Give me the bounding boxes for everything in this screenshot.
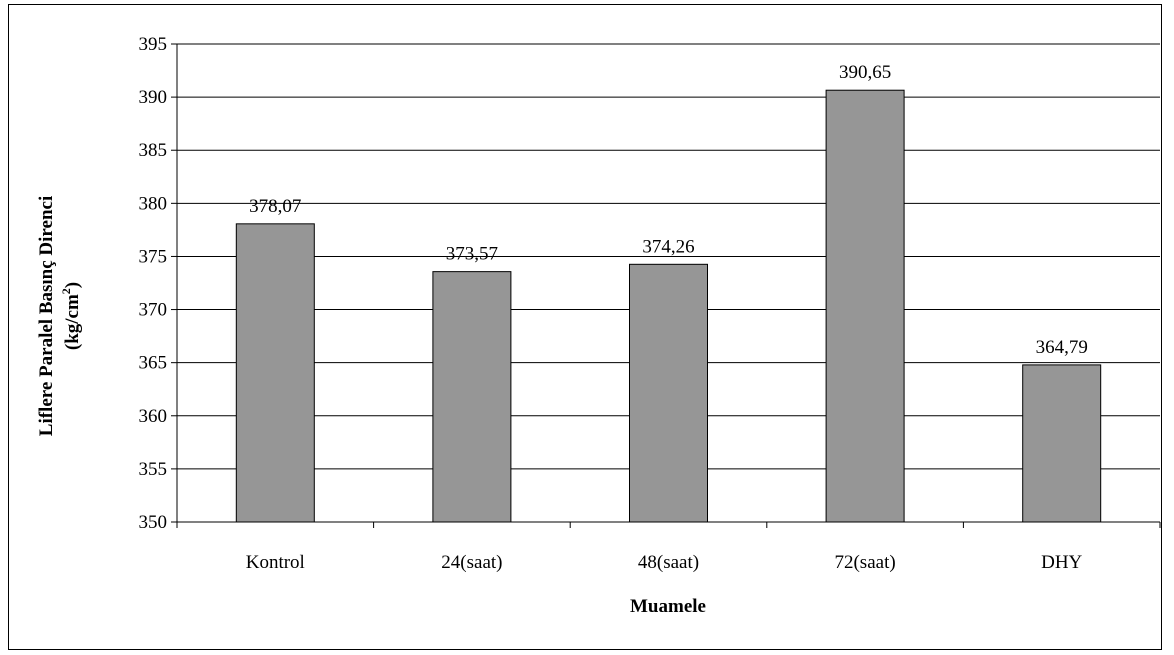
y-tick-label: 380: [139, 193, 168, 214]
y-tick-label: 385: [139, 140, 168, 161]
bar: [432, 271, 512, 523]
y-axis-title-unit-close: ): [62, 282, 83, 288]
bars: [235, 89, 1102, 523]
y-tick-label: 395: [139, 34, 168, 55]
y-axis-title-superscript: 2: [59, 288, 73, 294]
y-axis-title-unit: (kg/cm: [62, 294, 83, 350]
x-tick-label: DHY: [1041, 552, 1082, 573]
y-tick-labels: 350 355 360 365 370 375 380 385 390 395: [139, 34, 168, 533]
bar: [235, 223, 315, 523]
data-labels: 378,07 373,57 374,26 390,65 364,79: [249, 62, 1088, 358]
x-tick-label: 24(saat): [441, 552, 502, 573]
axes: [171, 43, 1161, 528]
y-tick-label: 350: [139, 512, 168, 533]
data-label: 364,79: [1036, 337, 1088, 358]
y-tick-label: 375: [139, 246, 168, 267]
bar: [629, 263, 708, 523]
y-tick-label: 370: [139, 300, 168, 321]
y-tick-label: 355: [139, 459, 168, 480]
data-label: 373,57: [446, 244, 498, 265]
gridlines: [177, 43, 1160, 470]
data-label: 374,26: [642, 236, 694, 257]
data-label: 390,65: [839, 62, 891, 83]
x-tick-label: 72(saat): [834, 552, 895, 573]
bar: [1022, 364, 1102, 523]
x-tick-label: 48(saat): [638, 552, 699, 573]
y-axis-title-line2: (kg/cm2): [59, 282, 83, 350]
y-axis-title-line1: Liflere Paralel Basınç Direnci: [36, 196, 57, 436]
y-tick-label: 365: [139, 353, 168, 374]
x-tick-labels: Kontrol 24(saat) 48(saat) 72(saat) DHY: [246, 552, 1083, 573]
x-tick-label: Kontrol: [246, 552, 305, 573]
bar: [825, 89, 905, 523]
y-tick-label: 360: [139, 406, 168, 427]
y-axis-title: Liflere Paralel Basınç Direnci (kg/cm2): [36, 196, 83, 436]
data-label: 378,07: [249, 196, 301, 217]
x-axis-title: Muamele: [630, 596, 706, 617]
y-tick-label: 390: [139, 87, 168, 108]
chart-frame: [8, 4, 1162, 650]
